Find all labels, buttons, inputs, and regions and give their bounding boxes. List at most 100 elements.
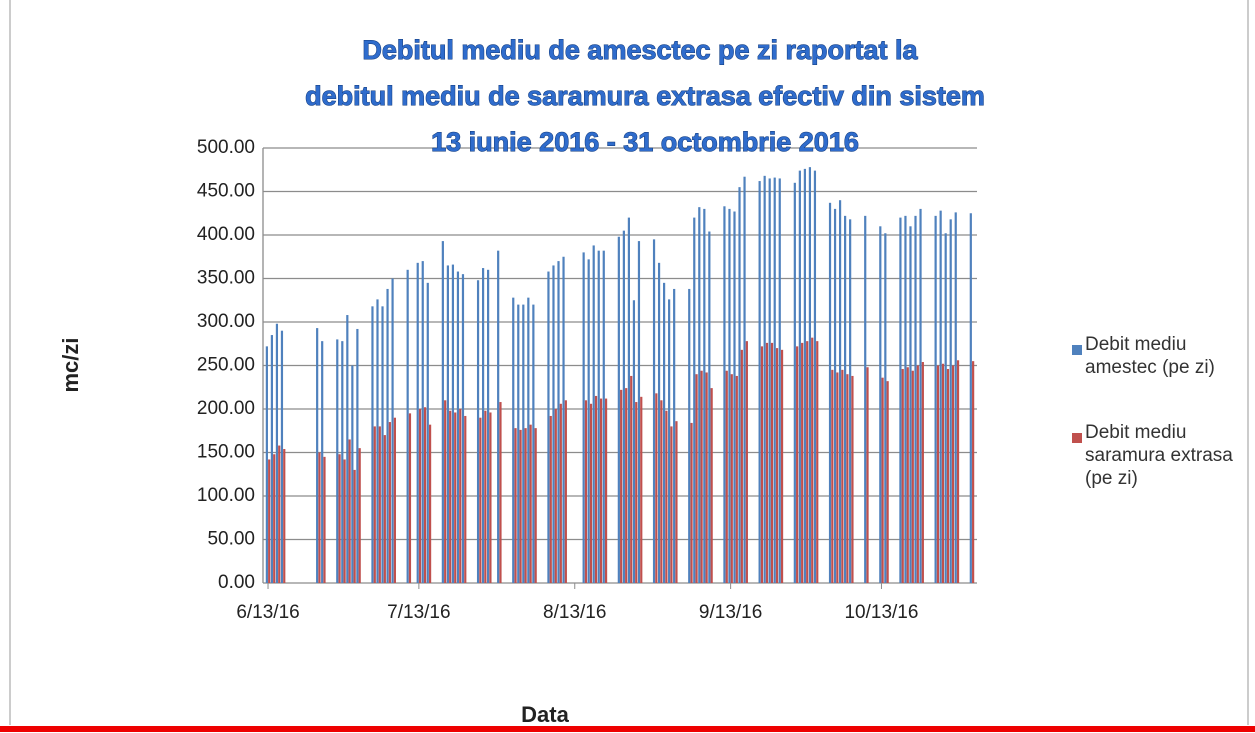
bar	[760, 346, 764, 583]
bar	[358, 448, 361, 583]
bar	[909, 226, 912, 584]
bar	[705, 372, 708, 583]
bar	[758, 181, 761, 583]
bar	[378, 426, 381, 583]
y-tick-label: 0.00	[218, 572, 255, 593]
bar	[846, 374, 849, 583]
bar	[673, 288, 676, 583]
bar	[599, 398, 603, 583]
bar	[547, 271, 550, 583]
bar	[602, 250, 605, 583]
bar	[527, 297, 530, 583]
bar	[441, 241, 444, 583]
bar	[936, 365, 940, 583]
chart-title: 13 iunie 2016 - 31 octombrie 2016	[431, 127, 859, 157]
bar	[552, 265, 555, 583]
bar	[479, 417, 482, 583]
bar	[801, 342, 804, 583]
bar	[708, 231, 711, 583]
bar	[627, 217, 631, 583]
bar	[604, 398, 608, 583]
bar	[657, 262, 661, 583]
bar	[386, 288, 389, 583]
bar	[497, 250, 500, 583]
bar	[454, 412, 457, 583]
x-tick-label: 9/13/16	[699, 602, 762, 623]
bar	[597, 250, 600, 583]
bar	[844, 215, 847, 584]
y-tick-label: 450.00	[197, 181, 255, 202]
bar	[733, 211, 736, 583]
bar	[693, 217, 696, 583]
bar	[321, 341, 324, 583]
bar	[904, 215, 907, 584]
bar	[934, 215, 937, 584]
bar	[864, 215, 867, 584]
bar	[703, 208, 706, 583]
y-tick-label: 300.00	[197, 311, 255, 332]
bar	[640, 396, 643, 583]
bar	[356, 328, 359, 583]
bar	[582, 252, 585, 583]
bar	[318, 452, 321, 583]
bar	[529, 424, 532, 583]
y-tick-label: 50.00	[207, 529, 255, 550]
bar	[373, 426, 376, 583]
bar	[949, 219, 952, 583]
bar	[851, 375, 854, 583]
chart-title: debitul mediu de saramura extrasa efecti…	[305, 81, 985, 111]
bar	[388, 422, 391, 583]
bar	[688, 288, 691, 583]
bar	[899, 217, 902, 583]
chart-title: Debitul mediu de amesctec pe zi raportat…	[362, 35, 918, 65]
legend-swatch	[1072, 345, 1082, 355]
bar	[617, 236, 620, 584]
bar	[514, 428, 517, 583]
bar	[675, 421, 678, 583]
bar	[951, 365, 955, 583]
bar	[391, 278, 394, 583]
bar	[336, 339, 339, 583]
bar	[745, 341, 748, 583]
bar	[768, 178, 771, 583]
bar	[740, 349, 743, 583]
bar	[730, 374, 733, 583]
bar	[625, 388, 628, 583]
bar	[695, 374, 698, 583]
bar	[524, 428, 527, 583]
bar	[972, 361, 975, 583]
bar	[914, 215, 917, 584]
x-tick-label: 8/13/16	[543, 602, 606, 623]
bar	[476, 280, 480, 583]
y-tick-label: 350.00	[197, 268, 255, 289]
y-tick-label: 400.00	[197, 224, 255, 245]
x-tick-label: 7/13/16	[387, 602, 450, 623]
bar	[461, 274, 465, 583]
bar	[587, 259, 590, 583]
bar	[956, 360, 960, 583]
x-axis-label: Data	[521, 702, 569, 727]
bar	[698, 207, 701, 583]
bar	[519, 429, 522, 583]
bar	[969, 213, 972, 583]
bar	[946, 368, 950, 583]
bar	[944, 233, 947, 583]
bar	[426, 282, 429, 583]
bar	[665, 410, 668, 583]
bar	[670, 426, 673, 583]
bar	[849, 219, 852, 583]
bar	[338, 454, 341, 583]
bar	[464, 415, 467, 583]
bar	[517, 304, 520, 583]
bar	[635, 402, 638, 583]
bar	[793, 182, 796, 584]
bar	[459, 409, 462, 583]
bar	[866, 367, 869, 583]
bar	[806, 341, 809, 583]
bar	[557, 261, 560, 583]
bar	[451, 264, 455, 583]
bar	[381, 306, 384, 583]
bar	[268, 459, 271, 583]
